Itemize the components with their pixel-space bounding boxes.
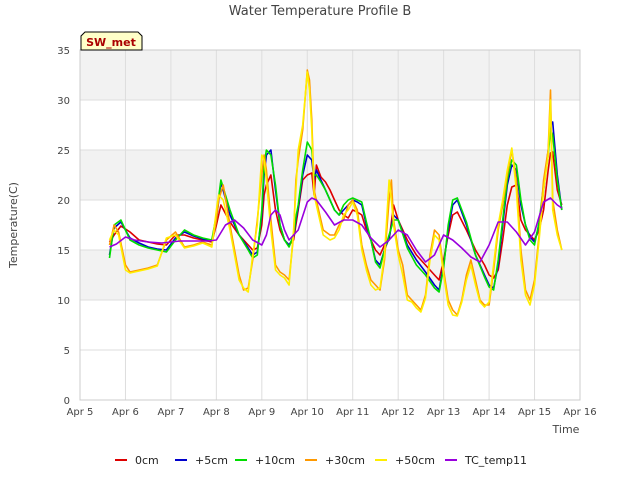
- x-tick-label: Apr 15: [518, 407, 551, 418]
- legend-item-+10cm: +10cm: [235, 454, 295, 467]
- chart-title: Water Temperature Profile B: [229, 4, 412, 19]
- legend-item-+5cm: +5cm: [175, 454, 228, 467]
- site-label-text: SW_met: [86, 36, 136, 49]
- legend-item-0cm: 0cm: [115, 454, 159, 467]
- x-tick-label: Apr 11: [336, 407, 369, 418]
- plot-border: [79, 49, 581, 401]
- y-axis-label: Temperature(C): [7, 182, 20, 269]
- axis-layer: 0 5 10 15 20 25 30 35 Apr 5 Apr 6 Apr 7 Apr 8 Apr 9 A…: [57, 46, 596, 418]
- y-tick-label: 30: [57, 96, 70, 107]
- x-tick-label: Apr 14: [472, 407, 505, 418]
- site-label-box: SW_met: [80, 31, 143, 51]
- site-label-frame: [80, 31, 143, 51]
- series-line-+50cm: [108, 71, 563, 317]
- legend-label: 0cm: [135, 454, 159, 467]
- y-tick-label: 10: [57, 296, 70, 307]
- legend: 0cm +5cm +10cm +30cm +50cm TC_temp11: [115, 454, 527, 467]
- x-axis-label: Time: [552, 423, 580, 436]
- x-tick-label: Apr 5: [67, 407, 94, 418]
- series-layer: [108, 69, 563, 317]
- band-2: [80, 50, 580, 100]
- x-tick-label: Apr 10: [291, 407, 324, 418]
- x-tick-label: Apr 12: [382, 407, 415, 418]
- band-0: [80, 250, 580, 300]
- x-tick-label: Apr 9: [248, 407, 275, 418]
- y-tick-label: 0: [64, 396, 70, 407]
- x-tick-label: Apr 7: [157, 407, 184, 418]
- legend-label: TC_temp11: [464, 454, 527, 467]
- series-line-0cm: [108, 151, 563, 281]
- legend-label: +5cm: [195, 454, 228, 467]
- legend-label: +10cm: [255, 454, 295, 467]
- y-tick-label: 20: [57, 196, 70, 207]
- y-tick-label: 5: [64, 346, 70, 357]
- series-line-TC_temp11: [109, 197, 563, 263]
- legend-item-+50cm: +50cm: [375, 454, 435, 467]
- legend-label: +50cm: [395, 454, 435, 467]
- series-line-+10cm: [108, 129, 563, 293]
- y-tick-label: 35: [57, 46, 70, 57]
- legend-item-TC_temp11: TC_temp11: [445, 454, 527, 467]
- x-tick-label: Apr 8: [203, 407, 230, 418]
- x-tick-label: Apr 16: [563, 407, 596, 418]
- x-tick-label: Apr 13: [427, 407, 460, 418]
- legend-label: +30cm: [325, 454, 365, 467]
- y-tick-label: 15: [57, 246, 70, 257]
- legend-item-+30cm: +30cm: [305, 454, 365, 467]
- y-tick-label: 25: [57, 146, 70, 157]
- x-tick-label: Apr 6: [112, 407, 139, 418]
